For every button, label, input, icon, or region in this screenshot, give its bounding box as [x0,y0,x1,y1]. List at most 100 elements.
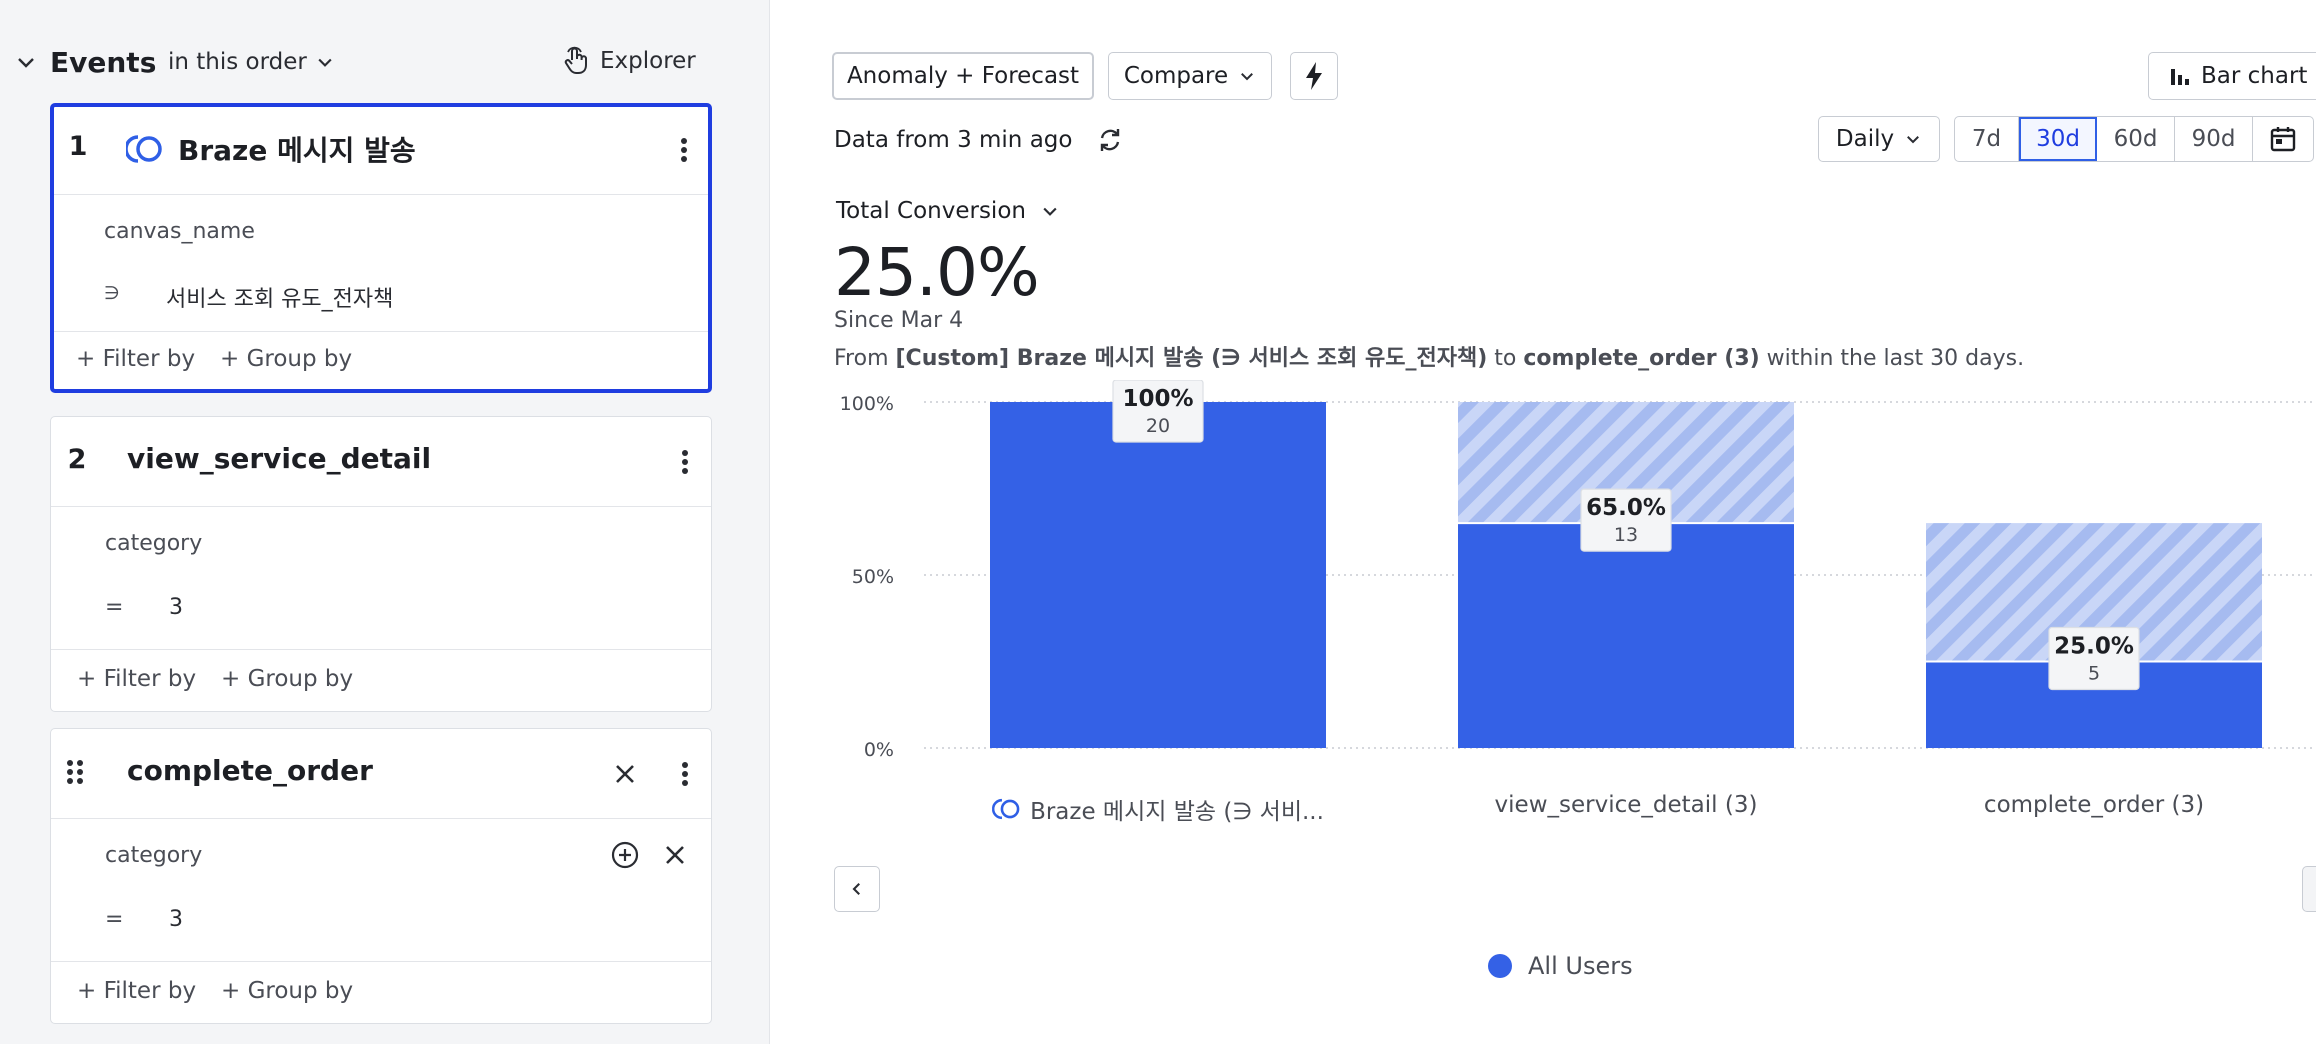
explorer-button[interactable]: Explorer [562,46,696,76]
within-text: within the last 30 days. [1759,346,2025,371]
drag-handle-icon[interactable] [63,757,87,787]
group-by-button[interactable]: + Group by [221,978,354,1004]
filter-value[interactable]: 서비스 조회 유도_전자책 [166,287,394,312]
legend-swatch [1488,954,1512,978]
chart-type-dropdown[interactable]: Bar chart [2148,52,2316,100]
funnel-bar-chart: 0% 50% 100% 100% 20 65.0% 13 25.0% 5 [840,380,2316,761]
x-axis-label: complete_order (3) [1984,792,2204,818]
conversion-bar [1458,523,1794,748]
more-vertical-icon[interactable] [680,137,688,163]
data-label-percent: 65.0% [1586,495,1666,521]
filter-value[interactable]: 3 [169,595,183,620]
x-axis-label-text: view_service_detail (3) [1494,792,1758,818]
range-30d-button[interactable]: 30d [2019,117,2097,161]
x-axis-labels: Braze 메시지 발송 (∋ 서비... view_service_detail… [770,792,2316,826]
event-card-header: 1 Braze 메시지 발송 [54,107,708,195]
event-card-header: 2 view_service_detail [51,417,711,507]
filter-property-name[interactable]: category [105,843,203,868]
y-tick-label: 50% [852,566,894,588]
group-by-button[interactable]: + Group by [220,346,353,372]
lightning-bolt-icon [1306,62,1322,90]
data-freshness-label: Data from 3 min ago [834,127,1073,153]
close-icon[interactable] [663,843,687,867]
previous-page-button[interactable] [834,866,880,912]
chart-panel: Anomaly + Forecast Compare Bar chart Dat… [770,0,2316,1044]
anomaly-forecast-button[interactable]: Anomaly + Forecast [832,52,1094,100]
event-card-header: complete_order [51,729,711,819]
filter-value[interactable]: 3 [169,907,183,932]
x-axis-label-text: complete_order (3) [1983,792,2205,818]
event-card-1[interactable]: 1 Braze 메시지 발송 canvas_name ∋ 서비스 조회 유도_전… [50,103,712,393]
add-circle-icon[interactable] [611,841,639,869]
metric-dropdown[interactable]: Total Conversion [836,198,1060,224]
x-axis-label: Braze 메시지 발송 (∋ 서비... [992,792,1324,826]
event-title[interactable]: view_service_detail [127,442,432,475]
more-vertical-icon[interactable] [681,449,689,475]
lightning-button[interactable] [1290,52,1338,100]
order-dropdown[interactable]: in this order [168,49,335,75]
range-90d-button[interactable]: 90d [2175,117,2253,161]
filter-operator[interactable]: = [105,907,124,932]
compare-dropdown[interactable]: Compare [1108,52,1272,100]
conversion-bar [990,402,1326,748]
group-by-button[interactable]: + Group by [221,666,354,692]
anomaly-forecast-label: Anomaly + Forecast [846,63,1080,89]
data-label-count: 5 [2088,663,2100,685]
from-event: [Custom] Braze 메시지 발송 (∋ 서비스 조회 유도_전자책) [895,346,1488,371]
event-card-3[interactable]: complete_order category = 3 + Filter by … [50,728,712,1024]
from-prefix: From [834,346,896,371]
close-icon[interactable] [613,762,637,786]
date-range-selector: 7d 30d 60d 90d [1954,116,2314,162]
chevron-down-icon[interactable] [14,50,38,74]
y-tick-label: 0% [864,739,894,761]
event-card-footer: + Filter by + Group by [51,649,711,711]
braze-logo-icon [992,798,1020,820]
metric-value: 25.0% [834,234,1040,311]
filter-operator[interactable]: ∋ [104,283,120,304]
filter-property-name[interactable]: canvas_name [104,219,255,244]
y-tick-label: 100% [840,393,894,415]
event-card-footer: + Filter by + Group by [51,961,711,1023]
filter-by-button[interactable]: + Filter by [76,346,196,372]
refresh-icon[interactable] [1096,126,1124,154]
range-60d-button[interactable]: 60d [2097,117,2175,161]
data-label-box [2048,626,2140,691]
event-title[interactable]: Braze 메시지 발송 [178,134,416,167]
explorer-label: Explorer [600,48,696,74]
calendar-button[interactable] [2253,117,2313,161]
chevron-left-icon [852,883,860,895]
chart-legend[interactable]: All Users [1488,952,1633,980]
to-text: to [1487,346,1524,371]
filter-property-name[interactable]: category [105,531,203,556]
interval-dropdown[interactable]: Daily [1818,116,1940,162]
event-card-2[interactable]: 2 view_service_detail category = 3 + Fil… [50,416,712,712]
filter-by-button[interactable]: + Filter by [77,978,197,1004]
data-label-count: 13 [1614,524,1638,546]
data-label-box [1112,380,1204,443]
event-title[interactable]: complete_order [127,754,373,787]
data-label-box [1580,488,1672,552]
event-number: 1 [68,131,88,162]
filter-operator[interactable]: = [105,595,124,620]
interval-label: Daily [1835,126,1895,152]
events-panel: Events in this order Explorer 1 Braze 메시… [0,0,770,1044]
pointer-hand-icon [564,46,587,74]
more-vertical-icon[interactable] [681,761,689,787]
event-number: 2 [67,444,87,475]
bar-chart-icon [2171,69,2189,85]
chevron-down-icon [1043,207,1057,216]
filter-by-button[interactable]: + Filter by [77,666,197,692]
compare-label: Compare [1123,63,1229,89]
metric-since: Since Mar 4 [834,308,964,333]
data-label-percent: 25.0% [2054,634,2134,660]
range-7d-button[interactable]: 7d [1955,117,2019,161]
chevron-down-icon [1907,136,1920,144]
chart-type-label: Bar chart [2201,63,2308,89]
event-card-footer: + Filter by + Group by [54,331,708,389]
next-page-button[interactable] [2302,866,2316,912]
chevron-down-icon [318,58,332,67]
braze-logo-icon [126,135,162,163]
x-axis-label-text: Braze 메시지 발송 (∋ 서비... [1030,799,1324,825]
data-freshness: Data from 3 min ago [834,126,1124,154]
events-title: Events [50,46,157,79]
